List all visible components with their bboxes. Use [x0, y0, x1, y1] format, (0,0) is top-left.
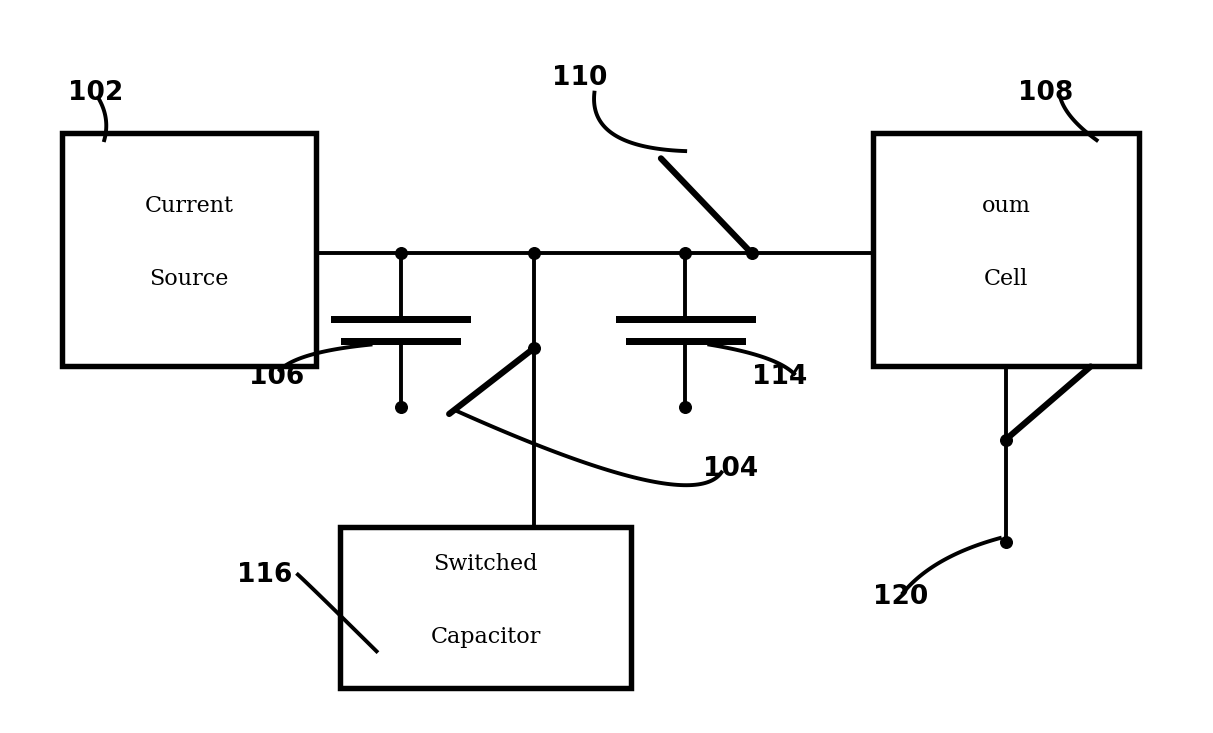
Bar: [872, 133, 1139, 366]
Text: oum: oum: [981, 195, 1030, 217]
Point: [391, 248, 410, 259]
Text: 102: 102: [68, 80, 124, 106]
Point: [996, 536, 1015, 548]
Text: 116: 116: [238, 561, 292, 588]
Point: [742, 248, 762, 259]
Point: [996, 434, 1015, 446]
Text: 114: 114: [752, 364, 807, 391]
Text: Source: Source: [149, 268, 229, 290]
Text: 120: 120: [872, 583, 928, 610]
Point: [524, 342, 543, 354]
Text: 104: 104: [704, 456, 758, 482]
Text: Current: Current: [144, 195, 233, 217]
Bar: [62, 133, 317, 366]
Text: Cell: Cell: [984, 268, 1029, 290]
Text: Capacitor: Capacitor: [431, 626, 541, 648]
Text: 110: 110: [552, 65, 608, 91]
Text: 106: 106: [250, 364, 304, 391]
Point: [676, 401, 695, 413]
Text: Switched: Switched: [433, 553, 537, 575]
Text: 108: 108: [1018, 80, 1074, 106]
Bar: [341, 527, 631, 688]
Point: [676, 248, 695, 259]
Point: [524, 248, 543, 259]
Point: [391, 401, 410, 413]
